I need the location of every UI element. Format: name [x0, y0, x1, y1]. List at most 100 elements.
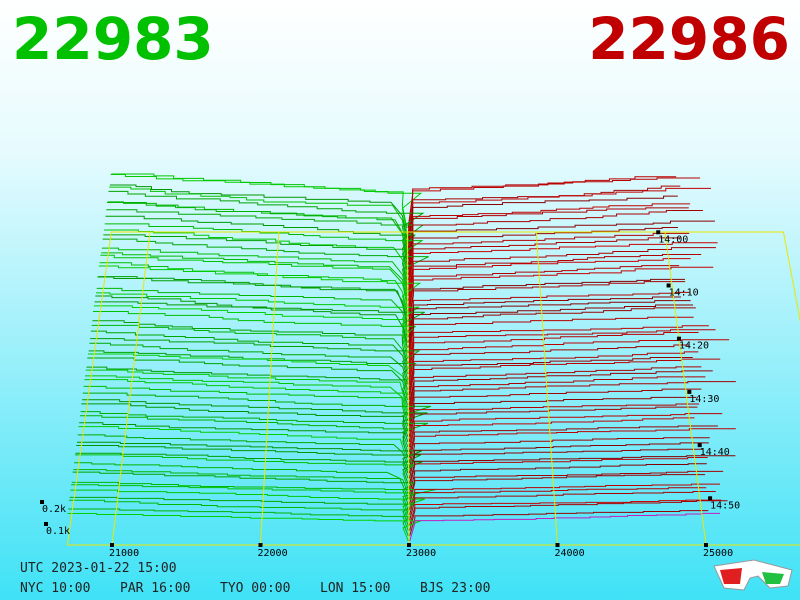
price-label: 21000	[109, 548, 139, 559]
time-label: 14:10	[669, 287, 699, 298]
bid-depth-line	[89, 342, 409, 385]
ask-depth-line	[408, 428, 736, 463]
ask-depth-line	[408, 316, 694, 359]
bid-depth-line	[71, 481, 437, 510]
time-label: 14:00	[658, 234, 688, 245]
zone-time: NYC 10:00	[20, 581, 90, 596]
bid-depth-line	[96, 287, 408, 333]
bid-depth-line	[79, 422, 409, 458]
tick-dot	[656, 230, 661, 235]
ask-depth-line	[409, 463, 707, 495]
time-label: 14:20	[679, 341, 709, 352]
bid-depth-line	[90, 338, 421, 380]
grid-line	[260, 231, 280, 546]
ask-depth-line	[407, 247, 716, 296]
ask-depth-line	[409, 510, 709, 536]
price-label: 24000	[555, 548, 585, 559]
bid-depth-line	[75, 452, 423, 484]
bid-depth-line	[86, 366, 410, 406]
utc-time: UTC 2023-01-22 15:00	[20, 561, 177, 576]
bid-depth-line	[107, 201, 408, 255]
bid-depth-line	[69, 496, 416, 526]
ask-depth-line	[408, 396, 697, 432]
bid-depth-line	[102, 238, 429, 291]
depth-lines	[67, 173, 736, 542]
bid-depth-line	[101, 252, 408, 302]
ask-depth-line	[408, 281, 686, 328]
bid-depth-line	[108, 190, 425, 249]
bid-depth-line	[82, 392, 432, 432]
bid-depth-line	[109, 186, 408, 244]
time-label: 14:30	[689, 394, 719, 405]
ask-depth-line	[408, 339, 730, 380]
ask-depth-line	[409, 483, 720, 510]
bid-depth-line	[111, 173, 408, 229]
tick-dot	[687, 389, 692, 394]
volume-label: 0.1k	[46, 526, 70, 537]
ask-depth-line	[407, 242, 718, 291]
bid-depth-line	[76, 441, 423, 474]
ask-depth-line	[407, 207, 689, 260]
bid-depth-line	[95, 295, 425, 343]
ask-depth-line	[408, 332, 699, 375]
ask-depth-line	[408, 381, 736, 422]
zone-time: TYO 00:00	[220, 581, 290, 596]
bid-depth-line	[87, 357, 409, 401]
ask-depth-line	[408, 254, 702, 302]
3d-glasses-icon	[713, 559, 793, 591]
price-label: 23000	[406, 548, 436, 559]
floor	[66, 231, 800, 546]
ask-depth-line	[408, 296, 682, 338]
tick-dot	[676, 336, 681, 341]
ask-depth-line	[408, 300, 691, 343]
volume-label: 0.2k	[42, 504, 66, 515]
ask-depth-line	[408, 265, 680, 312]
ask-depth-line	[408, 406, 698, 442]
ask-depth-line	[407, 220, 715, 270]
bid-depth-line	[90, 330, 408, 375]
bid-depth-line	[105, 215, 416, 270]
bid-depth-line	[103, 234, 410, 286]
bid-depth-line	[99, 262, 408, 312]
grid-line	[111, 231, 151, 546]
ask-depth-line	[407, 177, 701, 229]
bid-depth-line	[68, 499, 410, 531]
ask-depth-line	[409, 499, 722, 526]
ask-depth-line	[408, 307, 696, 354]
zone-time: LON 15:00	[320, 581, 390, 596]
bid-depth-line	[110, 173, 423, 234]
ask-price: 22986	[588, 5, 790, 73]
tick-dot	[44, 522, 48, 526]
bid-depth-line	[97, 276, 408, 328]
bid-depth-line	[71, 484, 420, 516]
price-label: 22000	[258, 548, 288, 559]
tick-dot	[697, 443, 702, 448]
ask-depth-line	[408, 358, 721, 401]
ask-depth-line	[408, 413, 723, 448]
ask-depth-line	[408, 329, 716, 369]
bid-depth-line	[79, 415, 409, 453]
ask-depth-line	[409, 470, 724, 500]
bid-depth-line	[68, 508, 411, 536]
tick-dot	[555, 543, 560, 547]
ask-depth-line	[408, 266, 714, 317]
ask-depth-line	[408, 425, 718, 458]
ask-depth-line	[408, 388, 702, 427]
bid-depth-line	[77, 434, 409, 469]
bid-depth-line	[70, 489, 425, 521]
ask-depth-line	[408, 351, 699, 390]
bid-depth-line	[98, 265, 422, 317]
ask-depth-line	[408, 403, 700, 437]
tick-dot	[110, 543, 114, 547]
time-label: 14:40	[700, 447, 730, 458]
bid-depth-line	[98, 276, 408, 323]
grid-line	[535, 231, 558, 546]
labels: 21000 22000 23000 24000 25000 0.2k 0.1k 14:00 14…	[20, 230, 740, 596]
tick-dot	[704, 543, 708, 547]
bid-depth-line	[93, 310, 417, 359]
bid-depth-line	[74, 462, 409, 495]
tick-dot	[258, 543, 263, 547]
ask-depth-line	[409, 512, 721, 542]
